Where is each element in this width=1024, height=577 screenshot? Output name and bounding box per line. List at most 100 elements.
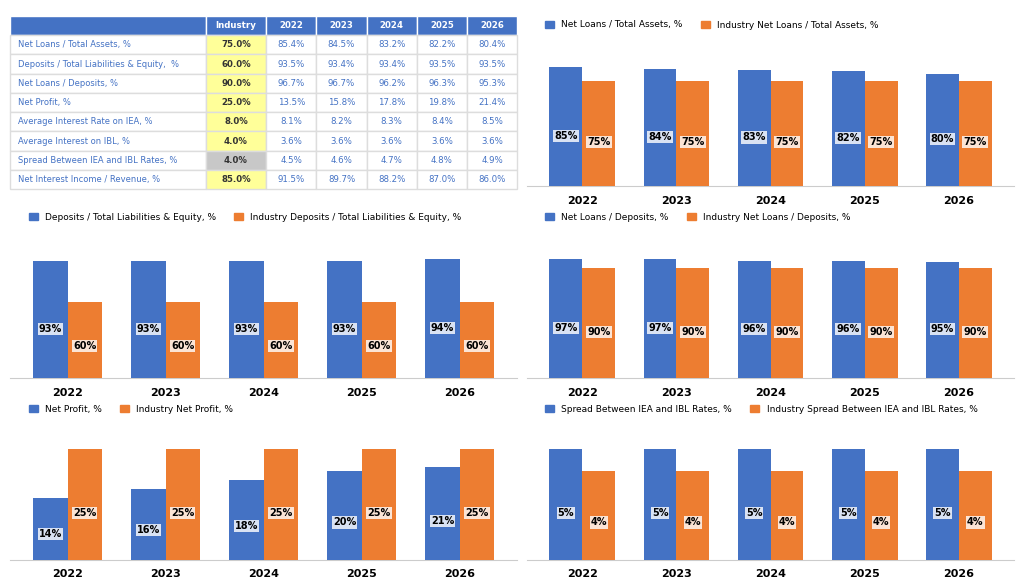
Bar — [958, 268, 991, 379]
Text: 93%: 93% — [333, 324, 356, 334]
Text: 75%: 75% — [869, 137, 893, 147]
Text: 75%: 75% — [587, 137, 610, 147]
Bar — [926, 449, 958, 560]
Bar — [926, 262, 958, 379]
Text: 60%: 60% — [73, 342, 96, 351]
Text: 75%: 75% — [681, 137, 705, 147]
Bar — [263, 449, 298, 560]
Bar — [328, 261, 361, 379]
Bar — [831, 449, 864, 560]
Text: 25%: 25% — [465, 508, 488, 518]
Bar — [229, 480, 263, 560]
Bar — [131, 489, 166, 560]
Bar — [263, 302, 298, 379]
Bar — [677, 471, 710, 560]
Text: 94%: 94% — [431, 323, 455, 334]
Text: 93%: 93% — [234, 324, 258, 334]
Bar — [166, 302, 200, 379]
Bar — [737, 261, 770, 379]
Text: 14%: 14% — [39, 529, 62, 539]
Bar — [460, 449, 494, 560]
Bar — [131, 261, 166, 379]
Bar — [550, 449, 583, 560]
Text: 5%: 5% — [558, 508, 574, 518]
Text: 60%: 60% — [368, 342, 390, 351]
Text: 60%: 60% — [465, 342, 488, 351]
Bar — [770, 471, 804, 560]
Text: 20%: 20% — [333, 518, 356, 527]
Text: 75%: 75% — [964, 137, 987, 147]
Text: 16%: 16% — [137, 525, 160, 535]
Bar — [770, 268, 804, 379]
Text: 25%: 25% — [73, 508, 96, 518]
Bar — [677, 268, 710, 379]
Text: 18%: 18% — [234, 521, 258, 531]
Bar — [583, 471, 615, 560]
Text: 4%: 4% — [872, 518, 890, 527]
Bar — [166, 449, 200, 560]
Bar — [550, 259, 583, 379]
Text: 90%: 90% — [869, 327, 893, 337]
Text: 4%: 4% — [967, 518, 983, 527]
Bar — [926, 74, 958, 186]
Bar — [958, 81, 991, 186]
Bar — [864, 81, 898, 186]
Text: 4%: 4% — [591, 518, 607, 527]
Text: 84%: 84% — [648, 132, 672, 142]
Text: 25%: 25% — [171, 508, 195, 518]
Text: 90%: 90% — [775, 327, 799, 337]
Text: 95%: 95% — [931, 324, 954, 334]
Bar — [361, 449, 396, 560]
Legend: Spread Between IEA and IBL Rates, %, Industry Spread Between IEA and IBL Rates, : Spread Between IEA and IBL Rates, %, Ind… — [542, 401, 981, 417]
Bar — [643, 449, 677, 560]
Text: 85%: 85% — [554, 132, 578, 141]
Bar — [643, 69, 677, 186]
Text: 97%: 97% — [648, 323, 672, 334]
Bar — [328, 471, 361, 560]
Bar — [33, 498, 68, 560]
Legend: Net Profit, %, Industry Net Profit, %: Net Profit, %, Industry Net Profit, % — [25, 401, 237, 417]
Bar — [550, 68, 583, 186]
Bar — [770, 81, 804, 186]
Legend: Deposits / Total Liabilities & Equity, %, Industry Deposits / Total Liabilities : Deposits / Total Liabilities & Equity, %… — [25, 209, 465, 225]
Legend: Net Loans / Deposits, %, Industry Net Loans / Deposits, %: Net Loans / Deposits, %, Industry Net Lo… — [542, 209, 854, 225]
Text: KPI's: KPI's — [496, 385, 528, 399]
Text: 83%: 83% — [742, 133, 766, 143]
Bar — [737, 449, 770, 560]
Text: 21%: 21% — [431, 516, 455, 526]
Text: 90%: 90% — [964, 327, 987, 337]
Bar — [677, 81, 710, 186]
Text: 4%: 4% — [685, 518, 701, 527]
Bar — [864, 471, 898, 560]
Bar — [68, 449, 102, 560]
Text: 97%: 97% — [554, 323, 578, 334]
Text: 75%: 75% — [775, 137, 799, 147]
Bar — [583, 268, 615, 379]
Bar — [643, 259, 677, 379]
Text: 96%: 96% — [742, 324, 766, 334]
Text: 80%: 80% — [931, 134, 954, 144]
Text: 60%: 60% — [171, 342, 195, 351]
Bar — [361, 302, 396, 379]
Text: 5%: 5% — [840, 508, 856, 518]
Text: 60%: 60% — [269, 342, 293, 351]
Legend: Net Loans / Total Assets, %, Industry Net Loans / Total Assets, %: Net Loans / Total Assets, %, Industry Ne… — [542, 17, 883, 33]
Text: KPI's: KPI's — [496, 193, 528, 207]
Bar — [460, 302, 494, 379]
Text: 90%: 90% — [681, 327, 705, 337]
Text: KPI's: KPI's — [496, 2, 528, 14]
Bar — [831, 261, 864, 379]
Text: 25%: 25% — [368, 508, 390, 518]
Bar — [229, 261, 263, 379]
Bar — [864, 268, 898, 379]
Bar — [425, 259, 460, 379]
Text: 5%: 5% — [934, 508, 950, 518]
Text: 93%: 93% — [137, 324, 160, 334]
Bar — [958, 471, 991, 560]
Text: 25%: 25% — [269, 508, 293, 518]
Text: 93%: 93% — [39, 324, 62, 334]
Text: 82%: 82% — [837, 133, 860, 143]
Bar — [737, 70, 770, 186]
Bar — [33, 261, 68, 379]
Text: 5%: 5% — [745, 508, 762, 518]
